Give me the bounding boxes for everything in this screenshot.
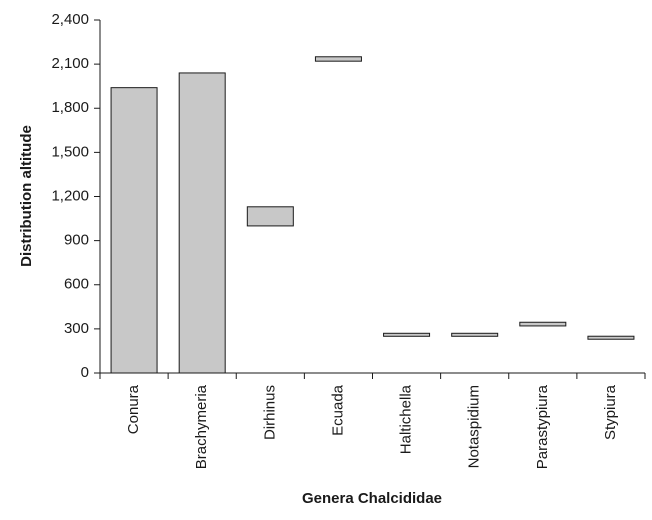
y-axis-title: Distribution altitude (18, 125, 35, 267)
range-bar-dirhinus (246, 206, 294, 227)
range-bar-brachymeria (178, 72, 226, 374)
x-category-label: Brachymeria (193, 384, 210, 469)
range-bar-stypiura (587, 335, 635, 340)
y-tick-label: 1,500 (51, 143, 89, 160)
range-bar-haltichella (383, 332, 431, 337)
y-tick-label: 900 (64, 232, 89, 249)
range-bar-conura (110, 87, 158, 374)
y-ticks-layer: 0 300 600 900 1,200 1,500 1,800 2,100 2,400 (51, 11, 100, 381)
x-category-label: Stypiura (602, 384, 619, 440)
x-axis-title: Genera Chalcididae (302, 490, 442, 507)
x-category-label: Dirhinus (261, 385, 278, 440)
y-tick-label: 300 (64, 320, 89, 337)
y-tick-label: 600 (64, 276, 89, 293)
x-category-label: Parastypiura (534, 384, 551, 469)
y-tick-label: 0 (81, 364, 89, 381)
bars-layer (110, 56, 635, 374)
x-category-label: Haltichella (398, 384, 415, 454)
x-category-label: Conura (125, 384, 142, 434)
y-tick-label: 2,400 (51, 11, 89, 28)
range-bar-parastypiura (519, 321, 567, 327)
y-tick-label: 1,200 (51, 187, 89, 204)
x-category-label: Notaspidium (466, 385, 483, 468)
range-bar-notaspidium (451, 332, 499, 337)
y-tick-label: 1,800 (51, 99, 89, 116)
x-ticks-layer: Conura Brachymeria Dirhinus Ecuada Haltichel… (99, 373, 646, 469)
range-bar-ecuada (314, 56, 362, 62)
x-category-label: Ecuada (329, 384, 346, 436)
y-tick-label: 2,100 (51, 55, 89, 72)
